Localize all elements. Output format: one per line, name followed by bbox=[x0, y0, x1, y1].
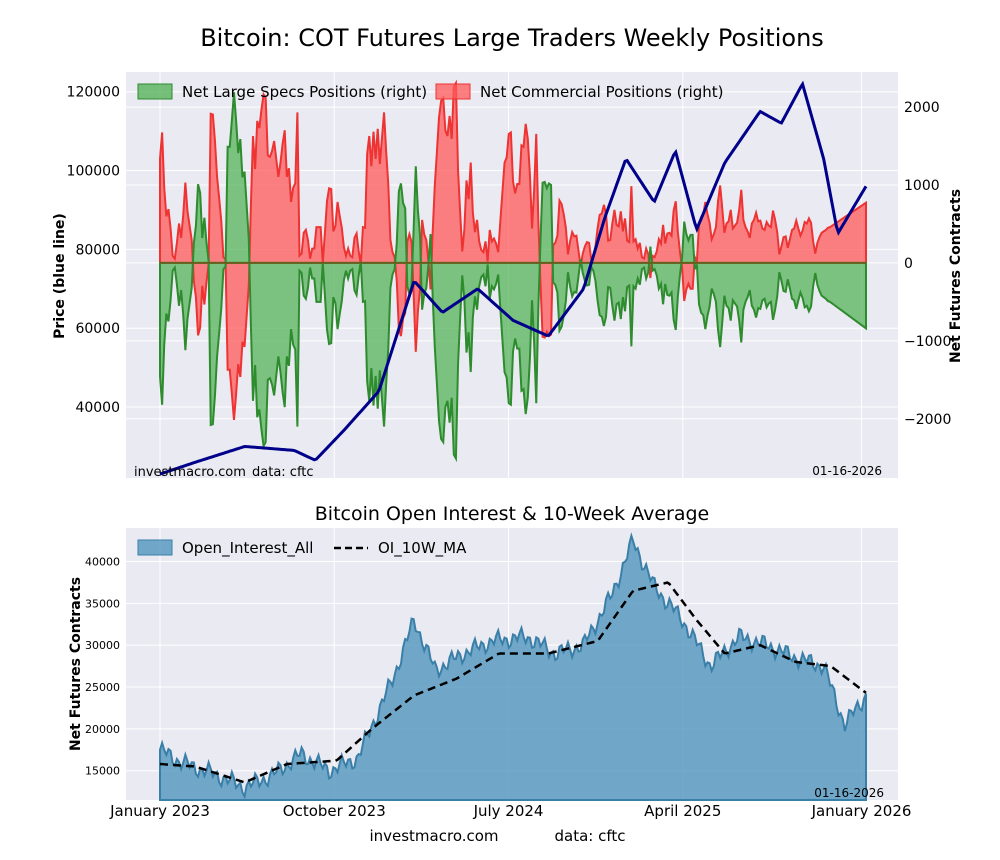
net-large-specs-area bbox=[159, 92, 867, 463]
watermark-site: investmacro.com bbox=[134, 465, 246, 480]
footer-source: data: cftc bbox=[554, 827, 625, 845]
footer-site: investmacro.com bbox=[369, 827, 498, 845]
x-tick-label: January 2023 bbox=[109, 802, 210, 820]
bottom-tick-label: 35000 bbox=[85, 597, 120, 610]
top-left-tick-label: 80000 bbox=[75, 242, 120, 258]
legend-label-ma: OI_10W_MA bbox=[378, 539, 467, 558]
chart-title: Bitcoin: COT Futures Large Traders Weekl… bbox=[200, 24, 824, 52]
watermark-date: 01-16-2026 bbox=[812, 464, 882, 478]
right-axis-label: Net Futures Contracts bbox=[948, 189, 964, 363]
top-right-tick-label: 1000 bbox=[904, 178, 940, 194]
bottom-tick-label: 40000 bbox=[85, 555, 120, 568]
left-axis-label: Price (blue line) bbox=[52, 213, 68, 339]
legend-label-specs: Net Large Specs Positions (right) bbox=[182, 83, 427, 101]
legend-swatch-commercial bbox=[435, 83, 471, 100]
bottom-watermark-date: 01-16-2026 bbox=[814, 786, 884, 800]
x-tick-label: January 2026 bbox=[811, 802, 912, 820]
top-right-tick-label: 0 bbox=[904, 256, 913, 272]
ma-line bbox=[159, 581, 867, 784]
top-right-tick-label: 2000 bbox=[904, 100, 940, 116]
top-position-areas bbox=[159, 79, 867, 463]
bottom-tick-label: 25000 bbox=[85, 681, 120, 694]
bottom-axis-label: Net Futures Contracts bbox=[68, 577, 84, 751]
bottom-tick-label: 30000 bbox=[85, 639, 120, 652]
x-tick-label: April 2025 bbox=[644, 802, 721, 820]
bottom-tick-label: 15000 bbox=[85, 765, 120, 778]
open-interest-area bbox=[159, 532, 867, 801]
top-left-tick-label: 100000 bbox=[67, 164, 120, 180]
open-interest-panel: Bitcoin Open Interest & 10-Week Average … bbox=[68, 503, 911, 820]
top-left-tick-label: 120000 bbox=[67, 85, 120, 101]
top-right-tick-label: −1000 bbox=[904, 334, 951, 350]
x-tick-label: October 2023 bbox=[283, 802, 386, 820]
bottom-y-axis: 15000 20000 25000 30000 35000 40000 bbox=[85, 555, 120, 777]
top-left-tick-label: 60000 bbox=[75, 321, 120, 337]
price-line bbox=[159, 80, 868, 476]
top-legend: Net Large Specs Positions (right) Net Co… bbox=[137, 83, 724, 101]
legend-swatch-specs bbox=[137, 83, 173, 100]
watermark-source: data: cftc bbox=[252, 465, 314, 480]
bottom-tick-label: 20000 bbox=[85, 723, 120, 736]
legend-swatch-oi bbox=[137, 539, 173, 556]
top-left-tick-label: 40000 bbox=[75, 400, 120, 416]
legend-label-oi: Open_Interest_All bbox=[182, 539, 313, 558]
bottom-x-axis: January 2023 October 2023 July 2024 April 2… bbox=[109, 802, 911, 820]
left-y-axis: 40000 60000 80000 100000 120000 bbox=[67, 85, 120, 416]
legend-label-commercial: Net Commercial Positions (right) bbox=[480, 83, 724, 101]
price-polyline bbox=[159, 80, 868, 476]
top-right-tick-label: −2000 bbox=[904, 412, 951, 428]
bottom-legend: Open_Interest_All OI_10W_MA bbox=[137, 539, 467, 558]
ma-dashed-line bbox=[159, 581, 867, 784]
x-tick-label: July 2024 bbox=[473, 802, 544, 820]
right-y-axis: −2000 −1000 0 1000 2000 bbox=[904, 100, 951, 428]
net-commercial-area bbox=[159, 79, 867, 421]
bottom-chart-title: Bitcoin Open Interest & 10-Week Average bbox=[315, 503, 709, 525]
open-interest-fill bbox=[159, 532, 867, 801]
